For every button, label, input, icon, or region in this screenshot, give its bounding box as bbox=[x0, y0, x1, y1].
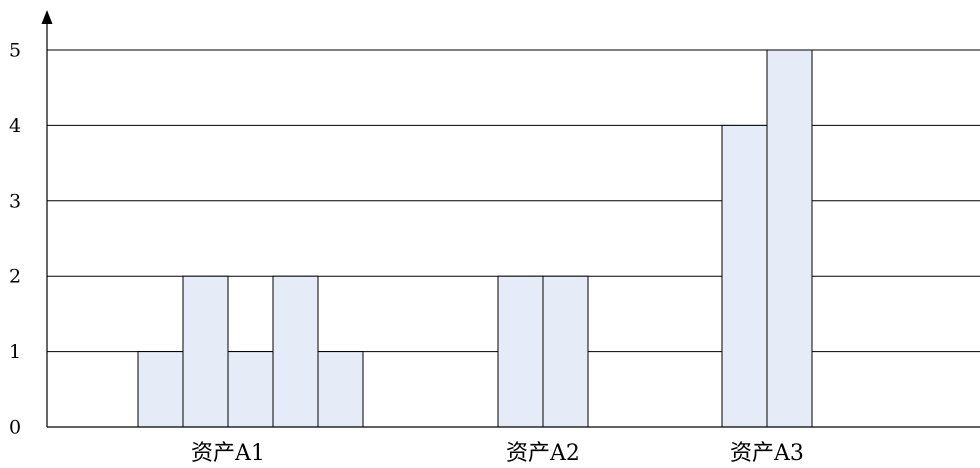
bar-0-2 bbox=[227, 351, 274, 428]
y-tick-label-5: 5 bbox=[9, 40, 21, 62]
bar-0-0 bbox=[137, 351, 184, 428]
y-tick-label-4: 4 bbox=[9, 115, 21, 137]
y-tick-labels: 0 1 2 3 4 5 bbox=[9, 40, 21, 439]
bar-2-1 bbox=[766, 49, 813, 428]
bar-1-0 bbox=[497, 275, 544, 428]
category-label-0: 资产A1 bbox=[191, 441, 265, 466]
axes bbox=[41, 10, 980, 428]
category-label-2: 资产A3 bbox=[730, 441, 804, 466]
bars bbox=[137, 49, 813, 428]
bar-2-0 bbox=[721, 124, 768, 428]
bar-0-1 bbox=[182, 275, 229, 428]
y-tick-label-0: 0 bbox=[9, 417, 21, 439]
category-label-1: 资产A2 bbox=[506, 441, 580, 466]
y-axis-arrow bbox=[41, 10, 53, 24]
bar-0-3 bbox=[272, 275, 319, 428]
category-labels: 资产A1 资产A2 资产A3 bbox=[191, 441, 804, 466]
y-tick-label-2: 2 bbox=[9, 266, 21, 288]
bar-0-4 bbox=[317, 351, 364, 428]
bar-1-1 bbox=[542, 275, 589, 428]
y-tick-label-1: 1 bbox=[9, 341, 21, 363]
y-tick-label-3: 3 bbox=[9, 190, 21, 212]
